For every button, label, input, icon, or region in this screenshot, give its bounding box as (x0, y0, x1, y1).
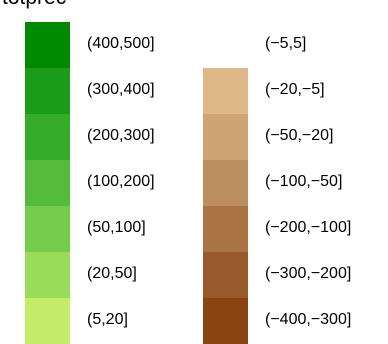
color-swatch (203, 206, 248, 252)
color-swatch (203, 160, 248, 206)
legend-label: (−400,−300] (265, 311, 352, 328)
color-swatch (203, 298, 248, 344)
legend-item: (−200,−100] (203, 206, 388, 252)
color-swatch (203, 252, 248, 298)
legend-label: (400,500] (87, 35, 155, 52)
color-swatch (25, 68, 70, 114)
legend-item: (100,200] (25, 160, 210, 206)
legend-item: (50,100] (25, 206, 210, 252)
legend-item: (−300,−200] (203, 252, 388, 298)
legend-label: (300,400] (87, 81, 155, 98)
legend-label: (−200,−100] (265, 219, 352, 236)
legend-label: (200,300] (87, 127, 155, 144)
legend-item: (−100,−50] (203, 160, 388, 206)
legend-item: (−20,−5] (203, 68, 388, 114)
legend-label: (−20,−5] (265, 81, 325, 98)
color-swatch (25, 160, 70, 206)
legend-negative-column: (−5,5] (−20,−5] (−50,−20] (−100,−50] (−2… (203, 22, 388, 344)
legend-item: (200,300] (25, 114, 210, 160)
legend-item: (400,500] (25, 22, 210, 68)
legend-label: (50,100] (87, 219, 146, 236)
legend-item: (300,400] (25, 68, 210, 114)
color-swatch (203, 68, 248, 114)
legend-label: (20,50] (87, 265, 137, 282)
color-swatch (203, 22, 248, 68)
legend-item: (−50,−20] (203, 114, 388, 160)
legend-label: (100,200] (87, 173, 155, 190)
legend-title: totprec (2, 0, 66, 10)
legend-label: (−5,5] (265, 35, 307, 52)
color-swatch (25, 22, 70, 68)
legend-label: (−50,−20] (265, 127, 334, 144)
color-swatch (25, 206, 70, 252)
color-swatch (203, 114, 248, 160)
color-swatch (25, 252, 70, 298)
legend-label: (−100,−50] (265, 173, 343, 190)
legend-item: (5,20] (25, 298, 210, 344)
legend-item: (−400,−300] (203, 298, 388, 344)
legend-item: (20,50] (25, 252, 210, 298)
legend-positive-column: (400,500] (300,400] (200,300] (100,200] … (25, 22, 210, 344)
color-swatch (25, 114, 70, 160)
color-swatch (25, 298, 70, 344)
legend-item: (−5,5] (203, 22, 388, 68)
legend-label: (−300,−200] (265, 265, 352, 282)
legend-label: (5,20] (87, 311, 128, 328)
